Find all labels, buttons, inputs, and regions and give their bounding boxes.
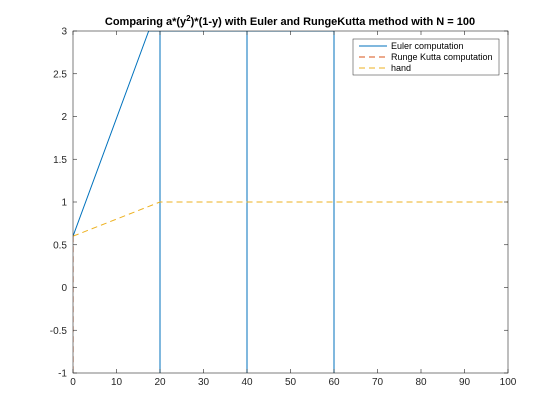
y-tick-label: -0.5 <box>50 326 68 337</box>
legend-box <box>352 38 500 76</box>
x-tick-label: 20 <box>154 377 166 388</box>
x-tick-label: 60 <box>328 377 340 388</box>
x-tick-label: 10 <box>111 377 123 388</box>
chart-title: Comparing a*(y2)*(1-y) with Euler and Ru… <box>105 14 475 28</box>
x-tick-label: 0 <box>70 377 76 388</box>
x-tick-label: 90 <box>459 377 471 388</box>
axes: 0 10 20 30 40 50 60 70 80 90 100 -1 -0.5 0 0.5 1 1.5 2 2.5… <box>50 27 517 389</box>
legend-label-hand: hand <box>391 63 411 73</box>
y-tick-label: 2.5 <box>53 69 67 80</box>
x-tick-label: 100 <box>500 377 517 388</box>
y-tick-label: -1 <box>58 369 67 380</box>
x-tick-label: 30 <box>198 377 210 388</box>
x-tick-label: 50 <box>285 377 297 388</box>
title-superscript: 2 <box>186 14 191 23</box>
legend: Euler computation Runge Kutta computatio… <box>352 38 500 76</box>
y-tick-label: 1 <box>61 198 67 209</box>
y-tick-label: 1.5 <box>53 155 67 166</box>
series-layer <box>73 31 508 373</box>
series-line-hand <box>73 201 508 237</box>
y-tick-label: 3 <box>61 27 67 38</box>
y-tick-label: 2 <box>61 112 67 123</box>
x-tick-label: 80 <box>415 377 427 388</box>
y-tick-label: 0 <box>61 283 67 294</box>
x-tick-label: 40 <box>241 377 253 388</box>
y-tick-label: 0.5 <box>53 240 67 251</box>
legend-label-runge-kutta: Runge Kutta computation <box>391 52 493 62</box>
x-tick-label: 70 <box>372 377 384 388</box>
legend-label-euler: Euler computation <box>391 41 464 51</box>
